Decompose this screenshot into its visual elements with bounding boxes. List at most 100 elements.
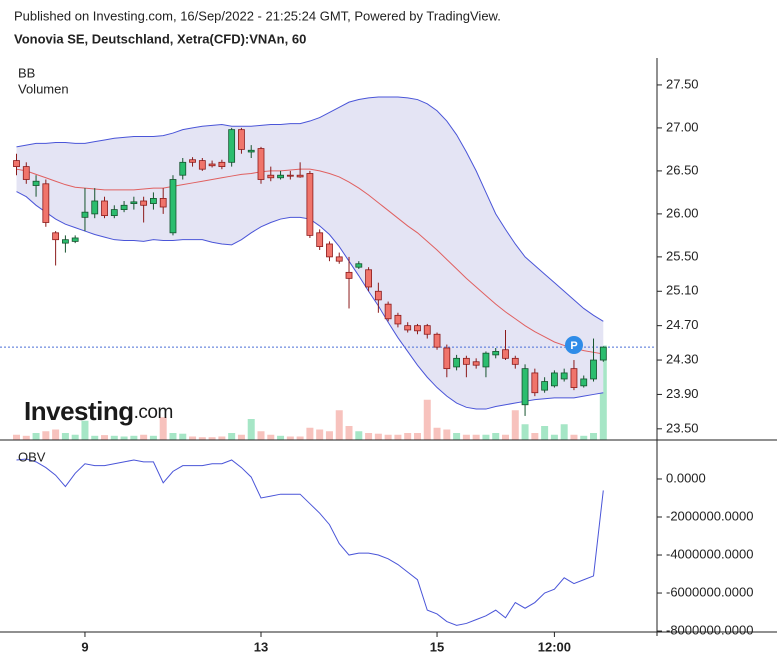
volume-bar — [130, 435, 138, 440]
volume-bar — [462, 434, 470, 440]
volume-bar — [120, 436, 128, 440]
volume-bar — [42, 431, 50, 440]
candle-body — [120, 204, 128, 210]
candle-body — [433, 333, 441, 348]
candle-body — [599, 346, 607, 361]
volume-bar — [453, 433, 461, 440]
volume-bar — [110, 435, 118, 440]
candle-body — [580, 378, 588, 387]
x-tick-label: 13 — [254, 639, 268, 654]
volume-bar — [22, 435, 30, 440]
candle-body — [130, 201, 138, 204]
volume-bar — [423, 399, 431, 440]
volume-bar — [306, 427, 314, 440]
y-tick-label: 26.00 — [666, 205, 699, 220]
candle-body — [423, 325, 431, 335]
volume-bar — [433, 427, 441, 440]
y-tick-label: 24.30 — [666, 351, 699, 366]
candle-body — [228, 129, 236, 163]
candle-body — [472, 361, 480, 366]
y-tick-label: 26.50 — [666, 162, 699, 177]
volume-bar — [365, 433, 373, 440]
obv-line — [16, 458, 604, 626]
candle-body — [316, 232, 324, 247]
volume-bar — [277, 435, 285, 440]
candle-body — [218, 161, 226, 168]
volume-bar — [140, 434, 148, 440]
candle-body — [277, 174, 284, 179]
bb-fill — [16, 96, 604, 410]
volume-bar — [13, 434, 20, 440]
candle-body — [169, 179, 177, 234]
volume-bar — [570, 434, 578, 440]
volume-bar — [247, 419, 255, 440]
candle-body — [81, 211, 89, 218]
volume-bar — [541, 426, 549, 440]
event-marker[interactable] — [565, 336, 583, 354]
candle-body — [306, 173, 314, 236]
candle-body — [326, 243, 333, 258]
volume-bar — [482, 434, 490, 440]
volume-bar — [502, 434, 509, 440]
volume-bar — [218, 436, 226, 440]
volume-bar — [325, 431, 333, 440]
volume-bar — [237, 434, 245, 440]
candle-body — [208, 163, 216, 167]
volume-bar — [384, 434, 392, 440]
volume-bar — [169, 433, 177, 440]
volume-bar — [71, 434, 79, 440]
volume-bar — [198, 437, 206, 440]
candle-body — [541, 381, 549, 391]
candle-body — [335, 256, 343, 262]
volume-bar — [61, 433, 69, 440]
candle-body — [110, 209, 118, 217]
volume-bar — [531, 433, 539, 440]
candle-body — [384, 303, 392, 320]
candle-body — [560, 372, 568, 380]
volume-bar — [521, 424, 529, 440]
volume-bar — [179, 433, 187, 440]
candle-body — [453, 357, 461, 368]
volume-bar — [355, 431, 363, 440]
candle-body — [374, 290, 382, 301]
y-tick-label: 24.70 — [666, 317, 699, 332]
obv-title: OBV — [18, 449, 46, 464]
candle-body — [42, 183, 50, 223]
candle-body — [511, 357, 519, 365]
x-tick-label: 15 — [430, 639, 444, 654]
candle-body — [179, 161, 187, 176]
candle-body — [52, 232, 60, 241]
volume-bar — [208, 437, 216, 440]
candle-body — [355, 263, 363, 268]
volume-bar — [404, 433, 412, 440]
volume-bar — [550, 434, 558, 440]
candle-body — [345, 271, 353, 279]
candle-body — [502, 349, 509, 359]
volume-bar — [189, 436, 197, 440]
y-tick-label: 0.0000 — [666, 470, 706, 485]
volume-bar — [81, 420, 89, 440]
volume-bar — [159, 417, 167, 440]
candle-body — [71, 237, 79, 242]
volume-bar — [345, 426, 353, 440]
volume-bar — [492, 433, 500, 440]
volume-bar — [257, 431, 265, 440]
candle-body — [404, 325, 412, 331]
candle-body — [492, 351, 500, 356]
candle-body — [267, 174, 275, 179]
y-tick-label: -4000000.0000 — [666, 546, 753, 561]
volume-bar — [296, 436, 304, 440]
legend-bb: BB — [18, 65, 35, 80]
candle-body — [247, 149, 255, 153]
candle-body — [159, 198, 167, 208]
candle-body — [238, 129, 245, 150]
logo-brand: Investing — [24, 396, 134, 426]
bb-middle — [16, 168, 604, 355]
candle-body — [296, 174, 304, 178]
y-tick-label: 25.50 — [666, 248, 699, 263]
candle-body — [462, 357, 470, 365]
candle-body — [286, 174, 294, 177]
candle-body — [150, 198, 157, 204]
legend-volume: Volumen — [18, 81, 69, 96]
